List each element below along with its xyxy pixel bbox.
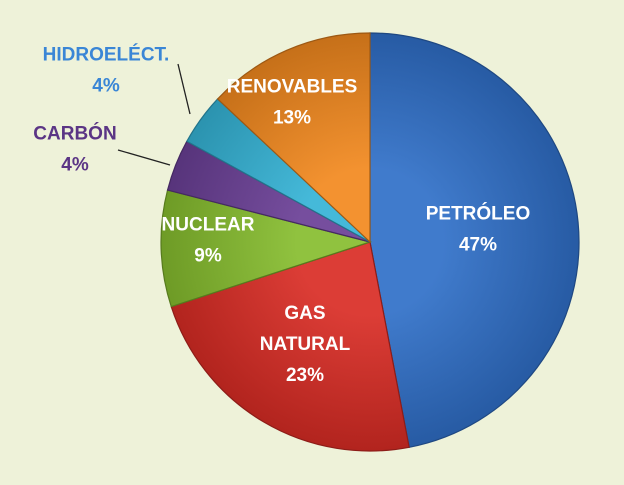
- slice-label-gas-natural: GAS NATURAL 23%: [260, 303, 351, 386]
- slice-value-gas-natural: 23%: [286, 365, 324, 386]
- pie-slice-renovables: [216, 32, 371, 244]
- slice-value-nuclear: 9%: [194, 246, 222, 267]
- slices-layer: [160, 32, 580, 452]
- slice-name-renovables: RENOVABLES: [227, 77, 358, 98]
- slice-value-carbon: 4%: [61, 155, 89, 176]
- slice-name-petroleo: PETRÓLEO: [426, 203, 531, 225]
- leader-line-hidroelect: [177, 63, 191, 115]
- slice-label-nuclear: NUCLEAR 9%: [162, 215, 255, 267]
- slice-label-petroleo: PETRÓLEO 47%: [426, 203, 531, 256]
- slice-name-gas-natural: GAS: [284, 303, 325, 324]
- labels-layer: PETRÓLEO 47% GAS NATURAL 23% NUCLEAR 9% CARBÓN 4…: [33, 44, 530, 387]
- slice-label-carbon: CARBÓN 4%: [33, 123, 116, 176]
- slice-label-renovables: RENOVABLES 13%: [227, 77, 358, 129]
- slice-value-hidroelect: 4%: [92, 76, 120, 97]
- slice-label-hidroelect: HIDROELÉCT. 4%: [43, 44, 170, 97]
- pie-slice-petroleo: [369, 32, 580, 449]
- pie-slice-gas-natural: [170, 241, 410, 452]
- leader-line-carbon: [117, 149, 171, 166]
- leader-lines-layer: [117, 63, 191, 166]
- slice-value-petroleo: 47%: [459, 235, 497, 256]
- slice-name-carbon: CARBÓN: [33, 123, 116, 145]
- slice-name-hidroelect: HIDROELÉCT.: [43, 44, 170, 66]
- slice-name-nuclear: NUCLEAR: [162, 215, 255, 236]
- pie-slice-nuclear: [160, 189, 373, 308]
- slice-name-gas-natural: NATURAL: [260, 334, 351, 355]
- slice-value-renovables: 13%: [273, 108, 311, 129]
